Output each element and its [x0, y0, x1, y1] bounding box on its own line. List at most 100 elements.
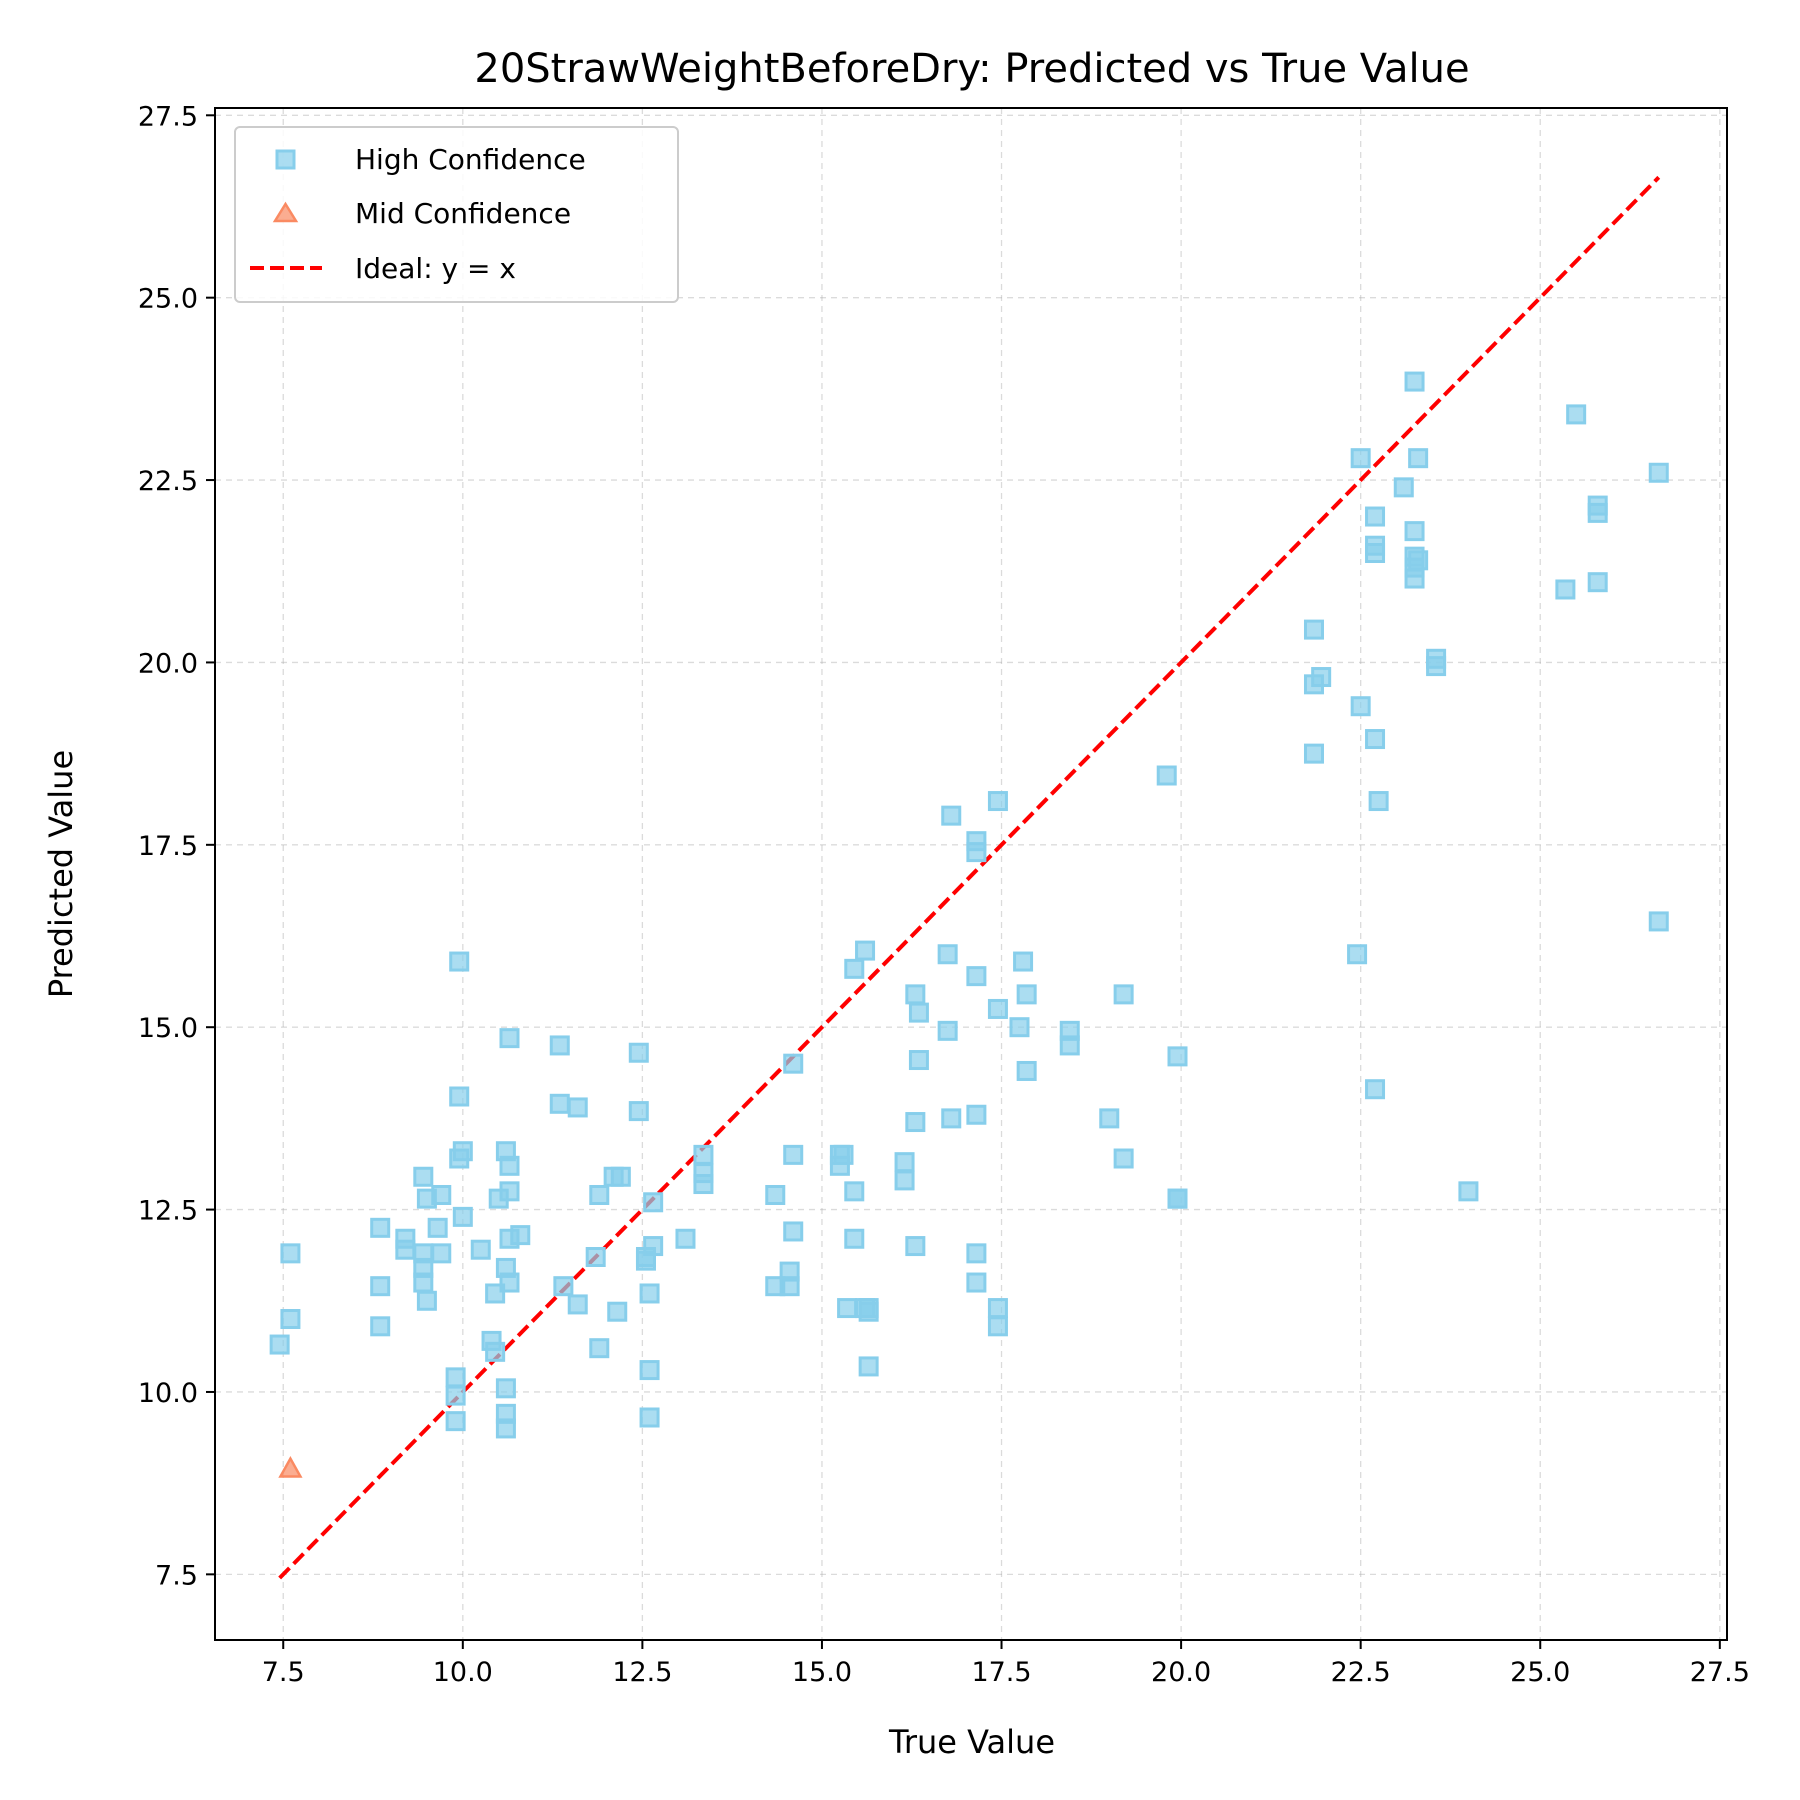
- data-point-high-confidence: [966, 1272, 987, 1293]
- data-point-high-confidence: [1303, 619, 1324, 640]
- data-point-high-confidence: [1350, 448, 1371, 469]
- legend: High Confidence Mid Confidence Ideal: y …: [234, 126, 679, 303]
- y-tick-label: 20.0: [138, 648, 198, 679]
- data-point-high-confidence: [452, 1141, 473, 1162]
- y-tick-label: 27.5: [138, 101, 198, 132]
- data-point-high-confidence: [449, 951, 470, 972]
- legend-marker-high-confidence: [275, 149, 296, 170]
- data-point-high-confidence: [1303, 743, 1324, 764]
- data-point-high-confidence: [987, 1316, 1008, 1337]
- data-point-high-confidence: [908, 1050, 929, 1071]
- data-point-high-confidence: [894, 1170, 915, 1191]
- data-point-high-confidence: [829, 1155, 850, 1176]
- data-point-high-confidence: [855, 940, 876, 961]
- data-point-high-confidence: [937, 1020, 958, 1041]
- data-point-high-confidence: [783, 1144, 804, 1165]
- chart-title: 20StrawWeightBeforeDry: Predicted vs Tru…: [474, 46, 1469, 92]
- data-point-high-confidence: [610, 1166, 631, 1187]
- x-tick-label: 22.5: [1331, 1657, 1391, 1688]
- data-point-high-confidence: [639, 1407, 660, 1428]
- data-point-high-confidence: [1555, 579, 1576, 600]
- data-point-high-confidence: [937, 944, 958, 965]
- data-point-high-confidence: [370, 1276, 391, 1297]
- data-point-high-confidence: [567, 1294, 588, 1315]
- axis-ticks: 7.5 10.0 12.5 15.0 17.5 20.0 22.5 25.0 27.5 7.5 10…: [138, 101, 1750, 1688]
- data-point-high-confidence: [987, 998, 1008, 1019]
- data-point-high-confidence: [628, 1042, 649, 1063]
- plot-frame: [214, 107, 1728, 1641]
- data-point-high-confidence: [1404, 568, 1425, 589]
- legend-box: [234, 126, 679, 303]
- data-point-high-confidence: [549, 1093, 570, 1114]
- data-point-high-confidence: [1365, 1079, 1386, 1100]
- data-point-high-confidence: [499, 1028, 520, 1049]
- data-point-high-confidence: [905, 984, 926, 1005]
- data-point-high-confidence: [905, 1236, 926, 1257]
- data-point-high-confidence: [844, 1181, 865, 1202]
- data-point-high-confidence: [643, 1236, 664, 1257]
- data-point-high-confidence: [628, 1101, 649, 1122]
- x-tick-label: 12.5: [612, 1657, 672, 1688]
- data-point-high-confidence: [1365, 506, 1386, 527]
- data-point-high-confidence: [395, 1239, 416, 1260]
- data-point-high-confidence: [413, 1272, 434, 1293]
- x-tick-label: 27.5: [1690, 1657, 1750, 1688]
- data-point-high-confidence: [783, 1053, 804, 1074]
- y-tick-label: 15.0: [138, 1013, 198, 1044]
- data-point-high-confidence: [639, 1283, 660, 1304]
- points-layer: [269, 371, 1669, 1478]
- data-point-high-confidence: [1009, 1017, 1030, 1038]
- data-point-high-confidence: [1099, 1108, 1120, 1129]
- data-point-high-confidence: [416, 1290, 437, 1311]
- data-point-high-confidence: [858, 1298, 879, 1319]
- x-axis-label: True Value: [888, 1723, 1055, 1761]
- data-point-high-confidence: [1311, 667, 1332, 688]
- data-point-high-confidence: [1404, 521, 1425, 542]
- data-point-high-confidence: [908, 1002, 929, 1023]
- data-point-high-confidence: [1404, 371, 1425, 392]
- data-point-high-confidence: [844, 1228, 865, 1249]
- data-point-high-confidence: [987, 1298, 1008, 1319]
- y-tick-label: 25.0: [138, 284, 198, 315]
- data-point-high-confidence: [1156, 765, 1177, 786]
- legend-label-mid-confidence: Mid Confidence: [355, 197, 571, 230]
- data-point-high-confidence: [1016, 984, 1037, 1005]
- data-point-high-confidence: [783, 1221, 804, 1242]
- legend-label-ideal-line: Ideal: y = x: [355, 252, 516, 285]
- data-point-high-confidence: [1365, 543, 1386, 564]
- data-point-high-confidence: [499, 1155, 520, 1176]
- y-tick-label: 7.5: [155, 1560, 198, 1591]
- x-tick-label: 7.5: [262, 1657, 305, 1688]
- data-point-high-confidence: [549, 1035, 570, 1056]
- data-point-high-confidence: [495, 1418, 516, 1439]
- y-tick-label: 17.5: [138, 831, 198, 862]
- data-point-high-confidence: [966, 966, 987, 987]
- data-point-high-confidence: [1648, 462, 1669, 483]
- data-point-high-confidence: [427, 1217, 448, 1238]
- data-point-high-confidence: [449, 1086, 470, 1107]
- data-point-high-confidence: [858, 1356, 879, 1377]
- x-tick-label: 25.0: [1510, 1657, 1570, 1688]
- data-point-high-confidence: [1587, 572, 1608, 593]
- data-point-high-confidence: [370, 1217, 391, 1238]
- data-point-high-confidence: [485, 1283, 506, 1304]
- data-point-high-confidence: [941, 1108, 962, 1129]
- data-point-high-confidence: [1368, 791, 1389, 812]
- data-point-high-confidence: [499, 1181, 520, 1202]
- data-point-high-confidence: [1167, 1188, 1188, 1209]
- data-point-high-confidence: [607, 1301, 628, 1322]
- data-point-high-confidence: [567, 1097, 588, 1118]
- y-tick-label: 22.5: [138, 466, 198, 497]
- data-point-high-confidence: [495, 1378, 516, 1399]
- data-point-high-confidence: [1648, 911, 1669, 932]
- ideal-line: [278, 175, 1661, 1580]
- data-point-high-confidence: [1587, 502, 1608, 523]
- data-point-high-confidence: [470, 1239, 491, 1260]
- data-point-high-confidence: [445, 1385, 466, 1406]
- data-point-high-confidence: [445, 1367, 466, 1388]
- y-axis-label: Predicted Value: [42, 750, 80, 998]
- data-point-high-confidence: [1458, 1181, 1479, 1202]
- data-point-high-confidence: [1059, 1035, 1080, 1056]
- data-point-high-confidence: [1167, 1046, 1188, 1067]
- data-point-high-confidence: [1566, 404, 1587, 425]
